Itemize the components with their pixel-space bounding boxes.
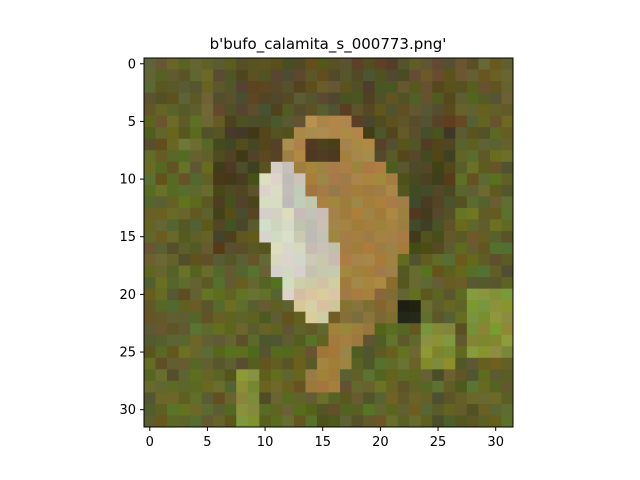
y-tick-label-0: 0 [128, 57, 136, 72]
x-tick-label-25: 25 [430, 435, 447, 450]
figure-title: b'bufo_calamita_s_000773.png' [210, 35, 447, 54]
y-tick-label-10: 10 [119, 173, 136, 188]
y-tick-label-25: 25 [119, 346, 136, 361]
x-tick-label-10: 10 [257, 435, 274, 450]
y-tick-label-20: 20 [119, 288, 136, 303]
axes-frame [143, 57, 514, 428]
y-tick-label-30: 30 [119, 403, 136, 418]
x-tick-label-15: 15 [314, 435, 331, 450]
x-tick-label-30: 30 [487, 435, 504, 450]
y-tick-label-5: 5 [128, 115, 136, 130]
x-tick-label-0: 0 [146, 435, 154, 450]
x-tick-label-20: 20 [372, 435, 389, 450]
y-axis: 0 5 10 15 20 25 30 [119, 57, 144, 418]
y-tick-label-15: 15 [119, 230, 136, 245]
frog-image [144, 58, 514, 428]
x-axis: 0 5 10 15 20 25 30 [146, 427, 504, 450]
x-tick-label-5: 5 [203, 435, 211, 450]
